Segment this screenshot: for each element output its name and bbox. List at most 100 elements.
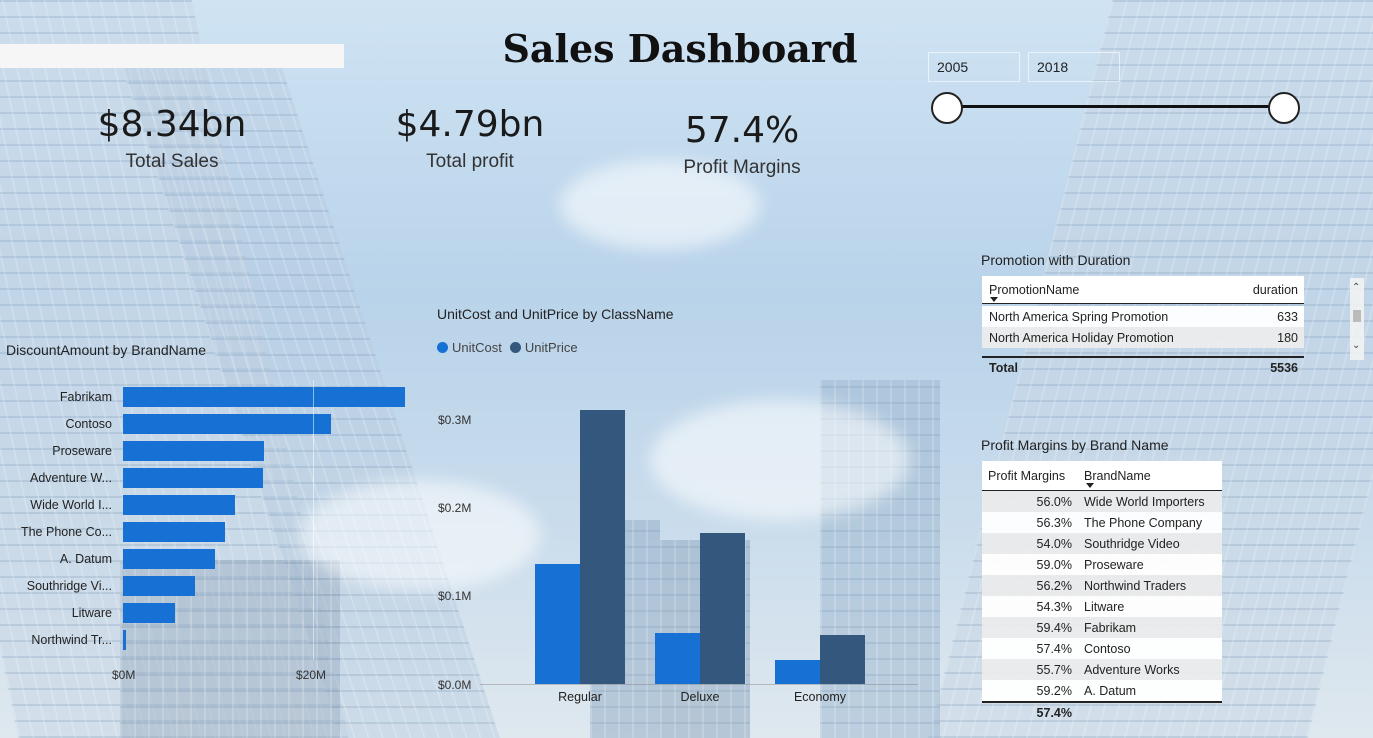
header-blank-bar bbox=[0, 44, 344, 68]
profit-margins-table: Profit Margins BrandName 56.0% Wide World… bbox=[982, 461, 1222, 723]
category-label: Regular bbox=[558, 690, 602, 704]
start-year-input[interactable]: 2005 bbox=[928, 52, 1020, 82]
table-body: 56.0% Wide World Importers 56.3% The Phone … bbox=[982, 491, 1222, 701]
table-row[interactable]: 59.2% A. Datum bbox=[982, 680, 1222, 701]
kpi-profit-margins: 57.4% Profit Margins bbox=[642, 110, 842, 179]
cell-promotion-name: North America Spring Promotion bbox=[989, 309, 1169, 324]
legend-marker-unitcost bbox=[437, 342, 448, 353]
discount-bar[interactable] bbox=[123, 576, 196, 596]
category-label: Fabrikam bbox=[59, 390, 112, 404]
page-title: Sales Dashboard bbox=[502, 26, 858, 71]
discount-bar[interactable] bbox=[123, 603, 176, 623]
chart-legend: UnitCost UnitPrice bbox=[437, 340, 578, 355]
sort-desc-icon[interactable] bbox=[1086, 483, 1094, 488]
cell-brand-name: Litware bbox=[1084, 599, 1125, 614]
discount-bar[interactable] bbox=[123, 468, 263, 488]
table-row[interactable]: 56.2% Northwind Traders bbox=[982, 575, 1222, 596]
cell-profit-margin: 59.2% bbox=[1036, 683, 1072, 698]
table-row[interactable]: 55.7% Adventure Works bbox=[982, 659, 1222, 680]
cell-brand-name: Contoso bbox=[1084, 641, 1131, 656]
cell-brand-name: Adventure Works bbox=[1084, 662, 1180, 677]
category-label: Deluxe bbox=[680, 690, 720, 704]
cell-brand-name: Southridge Video bbox=[1084, 536, 1180, 551]
y-tick-label: $0.0M bbox=[438, 678, 472, 692]
discount-bar[interactable] bbox=[123, 495, 236, 515]
sort-desc-icon[interactable] bbox=[990, 297, 998, 302]
end-year-input[interactable]: 2018 bbox=[1028, 52, 1120, 82]
category-label: The Phone Co... bbox=[20, 525, 112, 539]
table-row[interactable]: 54.3% Litware bbox=[982, 596, 1222, 617]
discount-bar[interactable] bbox=[123, 630, 126, 650]
y-tick-label: $0.2M bbox=[438, 501, 472, 515]
cell-profit-margin: 56.0% bbox=[1036, 494, 1072, 509]
slider-track[interactable] bbox=[946, 105, 1284, 108]
table-row[interactable]: 54.0% Southridge Video bbox=[982, 533, 1222, 554]
table-row[interactable]: 57.4% Contoso bbox=[982, 638, 1222, 659]
category-label: Economy bbox=[793, 690, 847, 704]
unitcost-column[interactable] bbox=[775, 660, 820, 684]
table-row[interactable]: 59.0% Proseware bbox=[982, 554, 1222, 575]
gridline bbox=[313, 380, 314, 660]
table-row[interactable]: 56.0% Wide World Importers bbox=[982, 491, 1222, 512]
unitcost-column[interactable] bbox=[655, 632, 700, 684]
x-tick-label: $0M bbox=[112, 668, 136, 682]
col-header-profit-margins[interactable]: Profit Margins bbox=[988, 468, 1066, 483]
category-label: Southridge Vi... bbox=[26, 579, 112, 593]
slider-start-handle[interactable] bbox=[931, 92, 963, 124]
kpi-label: Profit Margins bbox=[683, 157, 801, 178]
cell-profit-margin: 57.4% bbox=[1036, 641, 1072, 656]
table-row-cutoff bbox=[982, 348, 1304, 356]
discount-bar[interactable] bbox=[123, 414, 332, 434]
cell-brand-name: A. Datum bbox=[1084, 683, 1137, 698]
promo-table-title: Promotion with Duration bbox=[981, 252, 1131, 268]
total-value: 5536 bbox=[1270, 361, 1298, 375]
kpi-value: $8.34bn bbox=[97, 104, 247, 145]
cell-profit-margin: 55.7% bbox=[1036, 662, 1072, 677]
category-label: A. Datum bbox=[59, 552, 112, 566]
table-total-row: Total 5536 bbox=[982, 356, 1304, 378]
cell-profit-margin: 56.3% bbox=[1036, 515, 1072, 530]
promo-table-scrollbar[interactable]: ⌃ ⌄ bbox=[1350, 278, 1364, 360]
cell-duration: 180 bbox=[1277, 330, 1298, 345]
col-header-duration[interactable]: duration bbox=[1252, 282, 1298, 297]
cell-duration: 633 bbox=[1277, 309, 1298, 324]
unitprice-column[interactable] bbox=[580, 410, 625, 684]
table-row[interactable]: 56.3% The Phone Company bbox=[982, 512, 1222, 533]
scroll-down-icon[interactable]: ⌄ bbox=[1352, 340, 1361, 351]
unitcost-column[interactable] bbox=[535, 563, 580, 684]
legend-label-unitcost: UnitCost bbox=[452, 340, 502, 355]
kpi-total-sales: $8.34bn Total Sales bbox=[72, 104, 272, 173]
cell-promotion-name: North America Holiday Promotion bbox=[989, 330, 1174, 345]
kpi-label: Total profit bbox=[426, 151, 514, 172]
slider-end-handle[interactable] bbox=[1268, 92, 1300, 124]
unitprice-column[interactable] bbox=[820, 635, 865, 684]
cell-brand-name: Proseware bbox=[1084, 557, 1144, 572]
table-row[interactable]: North America Spring Promotion 633 bbox=[982, 306, 1304, 327]
discount-bar[interactable] bbox=[123, 387, 406, 407]
table-header[interactable]: Profit Margins BrandName bbox=[982, 461, 1222, 491]
cell-brand-name: Wide World Importers bbox=[1084, 494, 1205, 509]
promotion-table: PromotionName duration North America Spr… bbox=[982, 276, 1304, 378]
cell-profit-margin: 59.4% bbox=[1036, 620, 1072, 635]
unitprice-column[interactable] bbox=[700, 532, 745, 684]
table-row[interactable]: 59.4% Fabrikam bbox=[982, 617, 1222, 638]
cell-brand-name: The Phone Company bbox=[1084, 515, 1203, 530]
cell-brand-name: Northwind Traders bbox=[1084, 578, 1187, 593]
kpi-label: Total Sales bbox=[125, 151, 219, 172]
cell-profit-margin: 54.0% bbox=[1036, 536, 1072, 551]
table-header[interactable]: PromotionName duration bbox=[982, 276, 1304, 304]
discount-bar[interactable] bbox=[123, 549, 216, 569]
table-row[interactable]: North America Holiday Promotion 180 bbox=[982, 327, 1304, 348]
discount-bar[interactable] bbox=[123, 522, 225, 542]
col-header-brandname[interactable]: BrandName bbox=[1084, 468, 1151, 483]
column-chart-title: UnitCost and UnitPrice by ClassName bbox=[437, 306, 674, 322]
scroll-thumb[interactable] bbox=[1353, 310, 1361, 322]
discount-chart-title: DiscountAmount by BrandName bbox=[6, 342, 206, 358]
col-header-promotionname[interactable]: PromotionName bbox=[989, 282, 1080, 297]
scroll-up-icon[interactable]: ⌃ bbox=[1352, 282, 1361, 293]
discount-bar[interactable] bbox=[123, 441, 264, 461]
x-axis-line bbox=[480, 684, 918, 685]
margins-table-title: Profit Margins by Brand Name bbox=[981, 437, 1169, 453]
category-label: Wide World I... bbox=[30, 498, 112, 512]
year-range-slider[interactable]: 2005 2018 bbox=[928, 52, 1308, 132]
